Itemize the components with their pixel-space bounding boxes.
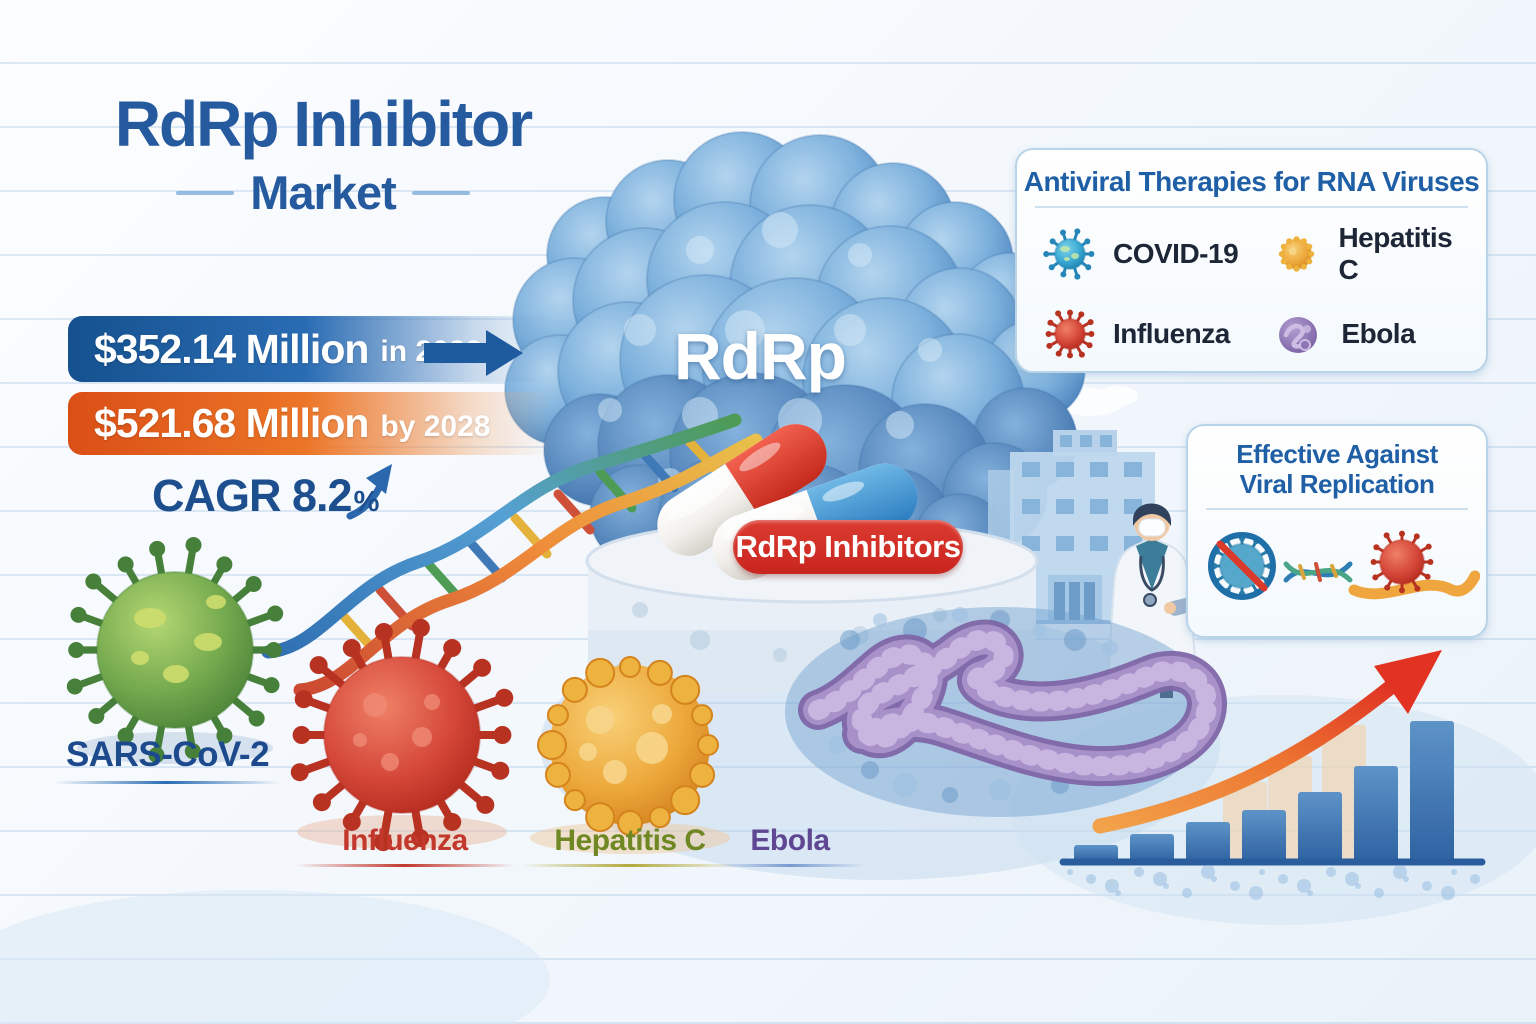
antiviral-therapies-panel: Antiviral Therapies for RNA Viruses COVI… — [1015, 148, 1488, 373]
chart-bars — [1074, 721, 1454, 862]
hepatitis-c-virus — [537, 656, 719, 836]
covid-virus-icon — [1043, 228, 1095, 280]
therapy-item-ebola: Ebola — [1269, 298, 1472, 370]
rdrp-protein-label: RdRp — [674, 319, 847, 393]
market-value-2028: $521.68 Million — [94, 400, 369, 446]
therapy-label: Hepatitis C — [1338, 222, 1453, 285]
therapy-item-covid19: COVID-19 — [1041, 218, 1269, 290]
panel-divider — [1035, 206, 1468, 208]
cagr-arrow-icon — [346, 464, 392, 520]
hepatitis-virus-icon — [1279, 236, 1315, 272]
title-line2: Market — [250, 166, 397, 220]
cagr-stat: CAGR 8.2 % — [152, 470, 379, 522]
label-ebola: Ebola — [715, 824, 865, 867]
growth-chart — [1059, 650, 1486, 900]
influenza-virus — [290, 618, 514, 852]
dna-helix — [261, 413, 763, 697]
panel-divider — [1206, 507, 1468, 510]
cagr-unit: % — [353, 486, 380, 518]
trend-arrow-head — [1374, 650, 1442, 714]
replication-illustration — [1208, 530, 1480, 600]
title-dash-left — [176, 190, 235, 195]
therapies-panel-title: Antiviral Therapies for RNA Viruses — [1023, 166, 1480, 197]
ebola-worm — [798, 619, 1227, 787]
title-line1: RdRp Inhibitor — [114, 88, 533, 160]
market-period-2028: by 2028 — [380, 409, 491, 443]
growth-arrow-icon — [424, 330, 523, 376]
replication-panel-title: Effective Against Viral Replication — [1236, 439, 1438, 499]
title-dash-right — [411, 190, 470, 195]
trend-arrow-shaft — [1092, 678, 1400, 834]
chart-spray-dots — [1067, 865, 1480, 900]
label-influenza: Influenza — [295, 824, 515, 867]
label-sars-cov-2: SARS-CoV-2 — [55, 735, 280, 784]
ebola-virus-icon — [1279, 317, 1318, 353]
influenza-virus-icon — [1045, 309, 1095, 359]
market-value-2028-banner: $521.68 Million by 2028 — [68, 392, 563, 455]
label-hepatitis-c: Hepatitis C — [520, 824, 740, 867]
capsule-red-white — [657, 424, 827, 556]
sars-cov2-virus — [66, 537, 284, 763]
therapy-label: COVID-19 — [1113, 238, 1239, 269]
cagr-value: CAGR 8.2 — [152, 470, 353, 521]
therapy-label: Influenza — [1113, 318, 1230, 349]
market-value-2023: $352.14 Million — [94, 325, 369, 372]
viral-replication-panel: Effective Against Viral Replication — [1186, 424, 1488, 638]
therapy-label: Ebola — [1341, 318, 1416, 349]
page-title: RdRp Inhibitor Market — [58, 88, 588, 220]
therapy-item-hepatitis-c: Hepatitis C — [1269, 218, 1472, 290]
therapy-item-influenza: Influenza — [1041, 298, 1269, 370]
rdrp-inhibitors-badge: RdRp Inhibitors — [733, 520, 963, 574]
